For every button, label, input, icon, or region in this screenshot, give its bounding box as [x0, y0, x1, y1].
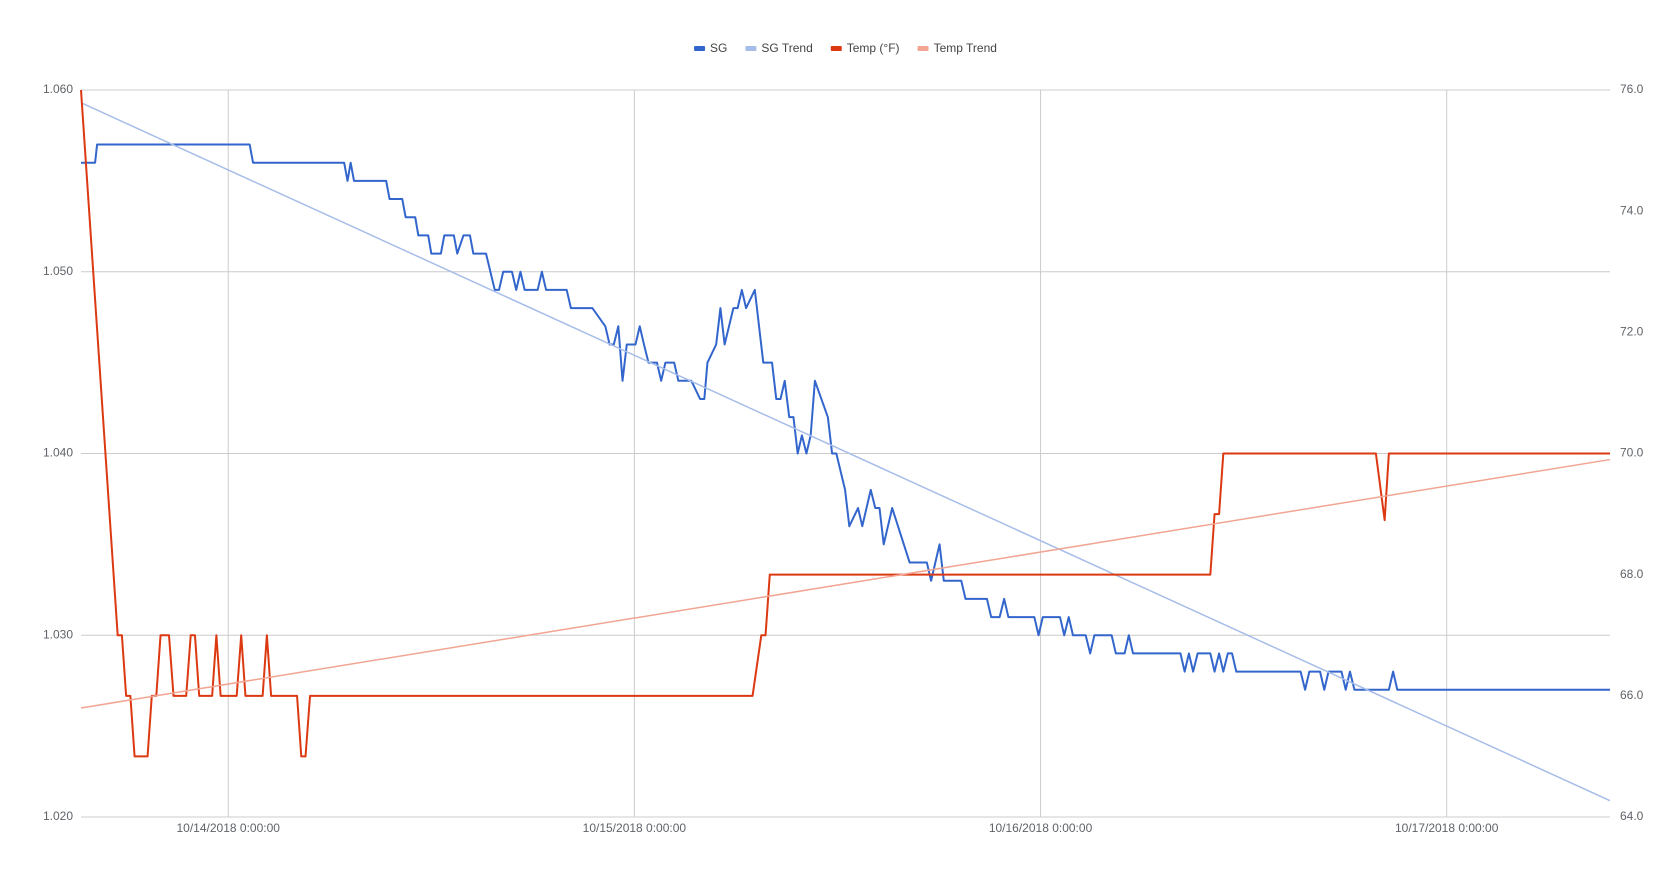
series-line [80, 89, 1610, 758]
legend-swatch [917, 46, 929, 51]
x-tick-label: 10/16/2018 0:00:00 [989, 821, 1093, 835]
series-line [80, 458, 1611, 709]
x-tick-label: 10/14/2018 0:00:00 [177, 821, 281, 835]
y-tick-label: 1.020 [43, 809, 73, 823]
legend: SG SG Trend Temp (°F) Temp Trend [694, 41, 997, 55]
legend-label: SG [710, 41, 727, 55]
y2-tick-label: 66.0 [1620, 688, 1644, 702]
legend-label: Temp Trend [934, 41, 997, 55]
legend-swatch [694, 46, 706, 51]
y2-tick-label: 72.0 [1620, 325, 1644, 339]
legend-label: SG Trend [761, 41, 812, 55]
y2-tick-label: 70.0 [1620, 446, 1644, 460]
y-tick-label: 1.040 [43, 446, 73, 460]
legend-swatch [745, 46, 757, 51]
y2-tick-label: 74.0 [1620, 203, 1644, 217]
y-tick-label: 1.030 [43, 627, 73, 641]
series-line [80, 102, 1611, 802]
y2-tick-label: 68.0 [1620, 567, 1644, 581]
legend-label: Temp (°F) [847, 41, 900, 55]
y-tick-label: 1.060 [43, 82, 73, 96]
y2-tick-label: 64.0 [1620, 809, 1644, 823]
series-line [81, 143, 1610, 691]
legend-swatch [830, 46, 842, 51]
x-tick-label: 10/15/2018 0:00:00 [583, 821, 687, 835]
x-tick-label: 10/17/2018 0:00:00 [1395, 821, 1499, 835]
y2-tick-label: 76.0 [1620, 82, 1644, 96]
y-tick-label: 1.050 [43, 264, 73, 278]
